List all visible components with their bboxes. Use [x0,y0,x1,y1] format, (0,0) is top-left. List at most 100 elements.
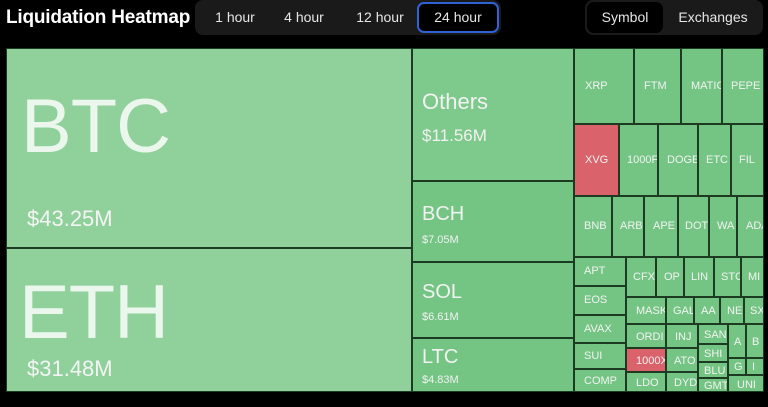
tile-symbol: BTC [21,84,171,169]
tile-ape[interactable]: APE [644,196,678,257]
time-option-4h[interactable]: 4 hour [284,9,324,25]
tile-symbol: GAL [673,305,694,317]
tile-symbol: SAN [704,329,727,341]
tile-ada[interactable]: ADA [737,196,764,257]
tile-symbol: APE [653,220,676,232]
tile-value: $31.48M [27,356,113,381]
tile-etc[interactable]: ETC [698,124,731,196]
tile-g[interactable]: G [728,358,746,375]
time-range-selector: 1 hour 4 hour 12 hour 24 hour [195,0,501,35]
tile-symbol: LTC [422,346,459,368]
tile-xrp[interactable]: XRP [574,48,634,124]
time-option-24h[interactable]: 24 hour [417,2,499,33]
tile-mi[interactable]: MI [741,257,764,297]
tile-symbol: EOS [584,294,608,306]
tile-value: $7.05M [422,234,459,246]
tile-symbol: SOL [422,281,463,303]
tile-wa[interactable]: WA [709,196,737,257]
tile-symbol: FTM [644,80,667,92]
tile-1000x[interactable]: 1000X [626,348,666,372]
tile-symbol: ARB [620,220,643,232]
tile-doge[interactable]: DOGE [658,124,698,196]
tile-symbol: STC [721,271,741,283]
tile-dot[interactable]: DOT [678,196,709,257]
tile-symbol: LIN [691,271,709,283]
tile-matic[interactable]: MATIC [681,48,722,124]
tile-sui[interactable]: SUI [574,343,626,369]
tab-exchanges[interactable]: Exchanges [678,9,748,25]
tile-symbol: DOT [685,220,709,232]
tile-symbol: Others [422,89,489,114]
tile-btc[interactable]: BTC $43.25M [6,48,412,248]
tile-arb[interactable]: ARB [612,196,644,257]
tile-symbol: BNB [584,220,607,232]
tile-uni[interactable]: UNI [728,375,764,392]
tile-value: $6.61M [422,311,459,323]
tile-ordi[interactable]: ORDI [626,324,666,348]
tile-symbol: SX [750,305,764,317]
tile-ne[interactable]: NE [720,297,744,324]
tile-op[interactable]: OP [656,257,684,297]
tile-ftm[interactable]: FTM [634,48,681,124]
tile-eth[interactable]: ETH $31.48M [6,248,412,392]
tile-ato[interactable]: ATO [666,348,698,372]
tile-bnb[interactable]: BNB [574,196,612,257]
tile-gal[interactable]: GAL [666,297,694,324]
tile-symbol: BCH [422,203,465,225]
tile-dyd[interactable]: DYD [666,372,698,392]
time-option-1h[interactable]: 1 hour [215,9,255,25]
tile-symbol: DYD [674,377,698,389]
tile-stc[interactable]: STC [714,257,741,297]
tile-symbol: XVG [585,154,609,166]
tile-ltc[interactable]: LTC $4.83M [412,338,574,392]
tile-symbol: BLU [704,365,726,377]
tile-symbol: B [752,336,760,348]
tile-inj[interactable]: INJ [666,324,698,348]
tile-i[interactable]: I [746,358,764,375]
tile-b[interactable]: B [746,324,764,358]
tile-symbol: AA [701,305,716,317]
tile-sx[interactable]: SX [744,297,764,324]
tile-symbol: CFX [633,271,655,283]
tile-fil[interactable]: FIL [731,124,764,196]
tile-lin[interactable]: LIN [684,257,714,297]
tile-others[interactable]: Others $11.56M [412,48,574,181]
tile-ldo[interactable]: LDO [626,372,666,392]
tile-symbol: XRP [585,80,608,92]
tile-comp[interactable]: COMP [574,369,626,392]
tile-symbol: NE [727,305,743,317]
tile-symbol: AVAX [584,323,612,335]
tile-1000f[interactable]: 1000F [619,124,658,196]
tile-eos[interactable]: EOS [574,286,626,315]
tile-aa[interactable]: AA [694,297,720,324]
tile-bch[interactable]: BCH $7.05M [412,181,574,262]
header-bar: Liquidation Heatmap 1 hour 4 hour 12 hou… [0,0,768,40]
tile-avax[interactable]: AVAX [574,315,626,343]
tile-symbol: APT [584,265,606,277]
tile-value: $43.25M [27,206,113,231]
tile-symbol: FIL [739,154,755,166]
tile-shi[interactable]: SHI [698,344,728,362]
tile-sol[interactable]: SOL $6.61M [412,262,574,338]
tile-symbol: PEPE [731,80,761,92]
tile-cfx[interactable]: CFX [626,257,656,297]
tile-symbol: SUI [584,350,603,362]
tile-xvg[interactable]: XVG [574,124,619,196]
grouping-selector: Symbol Exchanges [585,0,763,35]
tile-a[interactable]: A [728,324,746,358]
tile-symbol: MASK [636,305,666,317]
tab-symbol[interactable]: Symbol [587,2,663,33]
tile-symbol: UNI [737,379,756,391]
tile-gmt[interactable]: GMT [698,378,728,392]
tile-san[interactable]: SAN [698,324,728,344]
tile-apt[interactable]: APT [574,257,626,286]
tile-symbol: DOGE [667,154,698,166]
tile-mask[interactable]: MASK [626,297,666,324]
tile-pepe[interactable]: PEPE [722,48,764,124]
tile-symbol: INJ [675,331,692,343]
tile-symbol: ATO [674,355,696,367]
time-option-12h[interactable]: 12 hour [356,9,404,25]
tile-symbol: WA [717,220,735,232]
tile-symbol: MI [748,271,761,283]
tile-blu[interactable]: BLU [698,362,728,378]
